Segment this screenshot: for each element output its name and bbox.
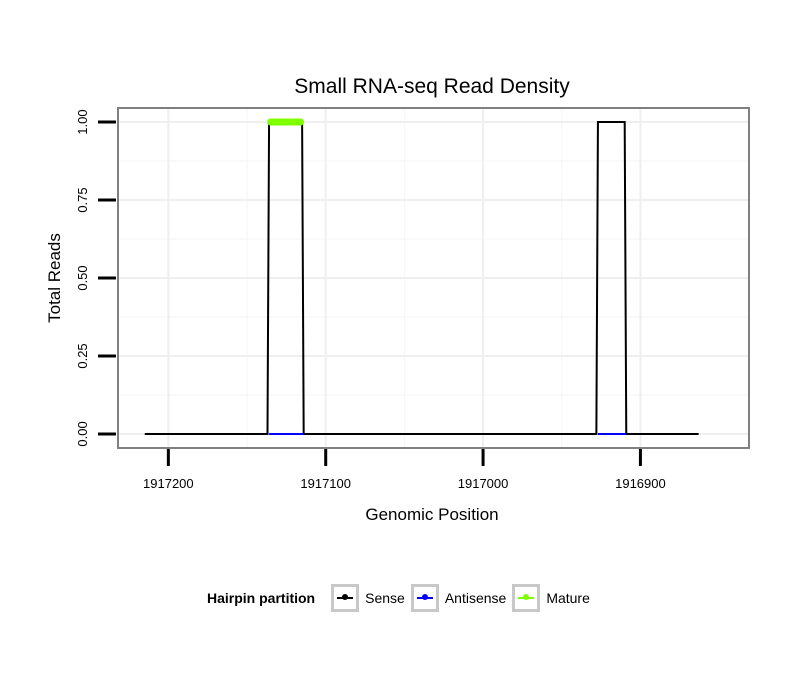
legend: Hairpin partition Sense Antisense Mature — [207, 581, 596, 615]
plot-border — [117, 107, 750, 449]
legend-label-antisense: Antisense — [444, 590, 507, 606]
legend-label-sense: Sense — [365, 590, 405, 606]
y-axis-label: Total Reads — [45, 233, 64, 323]
legend-item-antisense: Antisense — [410, 584, 507, 612]
chart-title: Small RNA-seq Read Density — [294, 75, 570, 98]
series-line-sense — [144, 121, 699, 435]
y-tick-label: 0.25 — [75, 343, 90, 368]
y-tick-label: 0.75 — [75, 187, 90, 212]
x-tick-label: 1917200 — [143, 476, 194, 491]
legend-item-mature: Mature — [512, 584, 590, 612]
x-axis-label: Genomic Position — [365, 505, 498, 524]
legend-key-sense — [331, 584, 360, 612]
data-point-mature — [297, 119, 304, 126]
y-tick-label: 0.50 — [75, 265, 90, 290]
x-tick-label: 1916900 — [615, 476, 666, 491]
legend-key-mature — [512, 584, 541, 612]
x-tick-label: 1917000 — [458, 476, 509, 491]
y-axis: 0.00 0.25 0.50 0.75 1.00 — [75, 109, 116, 447]
x-axis: 1917200 1917100 1917000 1916900 — [143, 449, 666, 491]
series-layer — [144, 118, 699, 435]
x-tick-label: 1917100 — [300, 476, 351, 491]
y-tick-label: 1.00 — [75, 109, 90, 134]
legend-key-antisense — [410, 584, 439, 612]
legend-label-mature: Mature — [546, 590, 590, 606]
legend-title: Hairpin partition — [207, 590, 316, 606]
legend-item-sense: Sense — [331, 584, 405, 612]
y-tick-label: 0.00 — [75, 421, 90, 446]
data-point-mature — [267, 119, 274, 126]
